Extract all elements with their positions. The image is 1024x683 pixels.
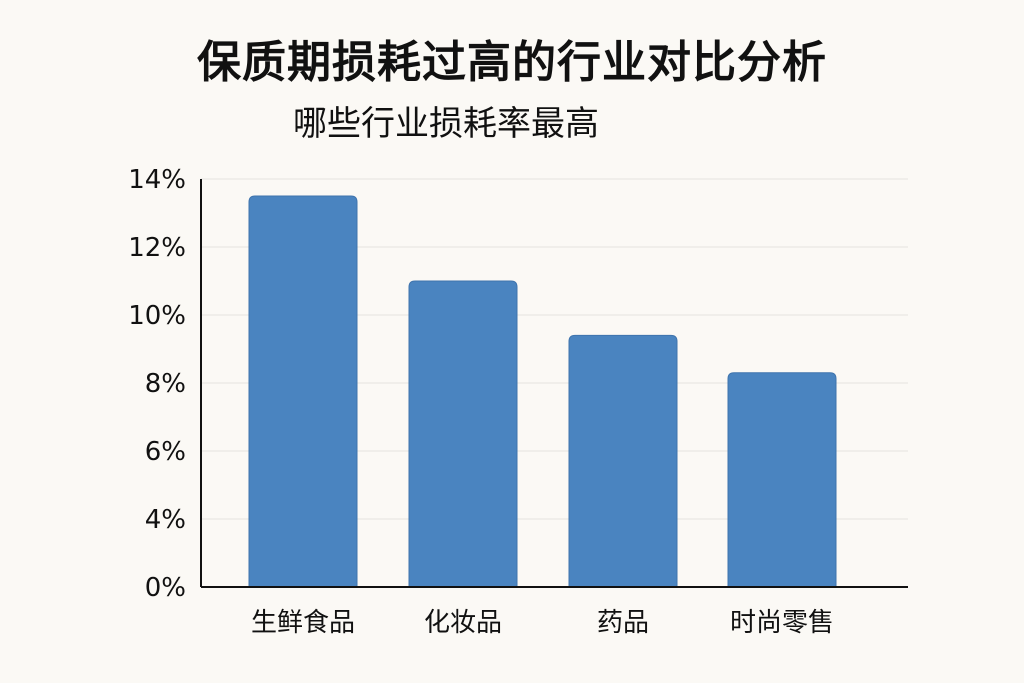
- y-tick-label: 12%: [128, 233, 186, 263]
- bars: [248, 195, 837, 588]
- chart-subtitle: 哪些行业损耗率最高: [293, 104, 599, 144]
- labels: 0% 4% 6% 8% 10% 12% 14% 生鲜食品 化妆品 药品 时尚零售: [128, 165, 834, 638]
- y-tick-label: 10%: [128, 301, 186, 331]
- y-tick-label: 14%: [128, 165, 186, 195]
- x-category-label: 时尚零售: [730, 608, 834, 638]
- x-category-label: 生鲜食品: [251, 608, 355, 638]
- y-tick-label: 6%: [145, 437, 186, 467]
- x-category-label: 化妆品: [424, 608, 502, 638]
- chart-title: 保质期损耗过高的行业对比分析: [197, 37, 827, 88]
- y-tick-label: 4%: [145, 505, 186, 535]
- bar-3: [727, 372, 837, 588]
- y-tick-label: 8%: [145, 369, 186, 399]
- y-tick-label: 0%: [145, 573, 186, 603]
- bar-2: [568, 334, 678, 588]
- x-category-label: 药品: [597, 608, 649, 638]
- bar-1: [408, 280, 518, 588]
- bar-0: [248, 195, 358, 588]
- axes: [200, 179, 908, 588]
